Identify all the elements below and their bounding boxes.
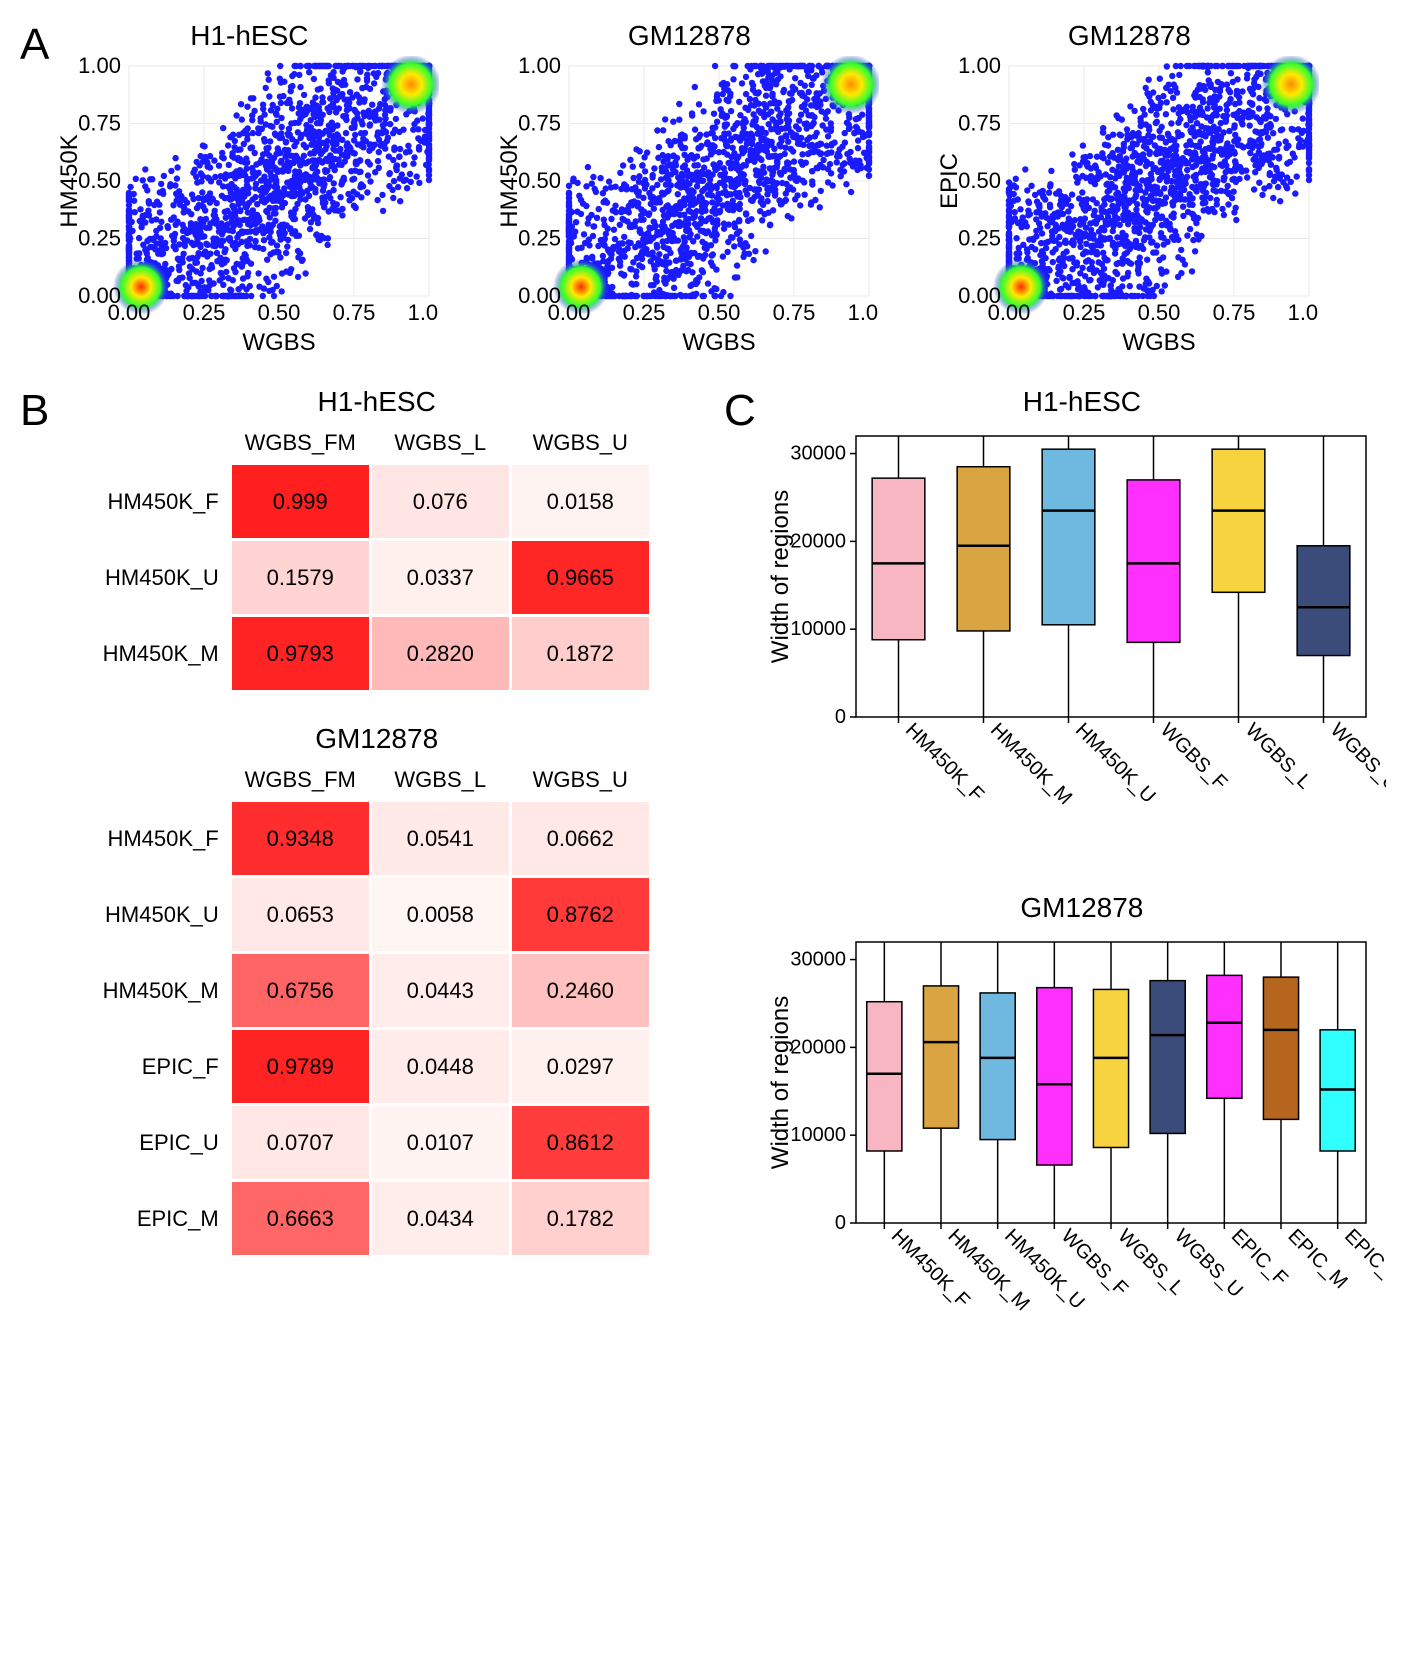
heatmap-cell: 0.0107 [370,1105,510,1181]
heatmap-cell: 0.0541 [370,801,510,877]
svg-text:0.50: 0.50 [79,168,122,193]
heatmap-col-header: WGBS_U [510,761,650,801]
heatmap-table: WGBS_FMWGBS_LWGBS_UHM450K_F0.93480.05410… [102,761,652,1258]
panel-bc-row: B H1-hESCWGBS_FMWGBS_LWGBS_UHM450K_F0.99… [20,386,1398,1398]
heatmap-cell: 0.0158 [510,464,650,540]
heatmap-row-header: EPIC_U [102,1105,231,1181]
heatmap-row-header: HM450K_U [102,540,231,616]
heatmap-cell: 0.6756 [230,953,370,1029]
heatmap-col-header: WGBS_L [370,761,510,801]
heatmap-cell: 0.0337 [370,540,510,616]
panel-c: C H1-hESC 0100002000030000Width of region… [724,386,1398,1398]
heatmap-title: H1-hESC [59,386,694,418]
panel-a: A H1-hESC 0.000.000.250.250.500.500.750.… [20,20,1398,356]
heatmap-cell: 0.0434 [370,1181,510,1257]
heatmap-title: GM12878 [59,723,694,755]
boxplot-svg: 0100002000030000Width of regionsHM450K_F… [766,928,1386,1353]
boxplot: H1-hESC 0100002000030000Width of regionsH… [766,386,1398,852]
heatmap-cell: 0.9789 [230,1029,370,1105]
scatter-svg: 0.000.000.250.250.500.500.750.751.001.00… [499,56,879,356]
heatmap-cell: 0.0443 [370,953,510,1029]
heatmap-row-header: EPIC_M [102,1181,231,1257]
heatmap-cell: 0.0448 [370,1029,510,1105]
heatmap-cell: 0.0058 [370,877,510,953]
panel-c-label: C [724,386,756,436]
scatter-plot: GM12878 0.000.000.250.250.500.500.750.75… [939,20,1319,356]
scatter-title: GM12878 [628,20,751,52]
heatmap-col-header: WGBS_U [510,424,650,464]
heatmap-table: WGBS_FMWGBS_LWGBS_U HM450K_F0.9990.0760.0… [102,424,652,693]
heatmap-cell: 0.1872 [510,616,650,692]
heatmap-cell: 0.1782 [510,1181,650,1257]
boxplot-svg: 0100002000030000Width of regionsHM450K_F… [766,422,1386,847]
svg-text:0.50: 0.50 [258,300,301,325]
boxplot: GM12878 0100002000030000Width of regionsH… [766,892,1398,1358]
heatmap-cell: 0.0297 [510,1029,650,1105]
heatmap-row-header: HM450K_F [102,801,231,877]
heatmap-cell: 0.9793 [230,616,370,692]
scatter-row: H1-hESC 0.000.000.250.250.500.500.750.75… [59,20,1398,356]
heatmap-cell: 0.0707 [230,1105,370,1181]
heatmap-cell: 0.9348 [230,801,370,877]
heatmap-cell: 0.999 [230,464,370,540]
svg-text:0.25: 0.25 [79,226,122,251]
heatmap-cell: 0.1579 [230,540,370,616]
svg-text:0.75: 0.75 [333,300,376,325]
svg-text:0.25: 0.25 [183,300,226,325]
svg-text:1.00: 1.00 [408,300,439,325]
boxplot-title: H1-hESC [766,386,1398,418]
heatmap-cell: 0.9665 [510,540,650,616]
svg-text:HM450K: HM450K [59,134,83,227]
svg-text:WGBS: WGBS [243,329,316,356]
heatmap-cell: 0.8612 [510,1105,650,1181]
heatmap-col-header: WGBS_FM [230,424,370,464]
heatmap-row-header: HM450K_F [102,464,231,540]
heatmap-row-header: HM450K_M [102,953,231,1029]
heatmap-row-header: EPIC_F [102,1029,231,1105]
heatmap-cell: 0.0653 [230,877,370,953]
heatmap: GM12878 WGBS_FMWGBS_LWGBS_U HM450K_F0.9348… [59,723,694,1258]
heatmap-col-header: WGBS_FM [230,761,370,801]
panel-b-label: B [20,386,49,436]
heatmap-cell: 0.076 [370,464,510,540]
heatmap-cell: 0.2820 [370,616,510,692]
scatter-title: GM12878 [1068,20,1191,52]
heatmap-cell: 0.0662 [510,801,650,877]
scatter-plot: GM12878 0.000.000.250.250.500.500.750.75… [499,20,879,356]
scatter-title: H1-hESC [190,20,308,52]
scatter-plot: H1-hESC 0.000.000.250.250.500.500.750.75… [59,20,439,356]
heatmap-cell: 0.6663 [230,1181,370,1257]
svg-text:1.00: 1.00 [79,56,122,78]
heatmap-row-header: HM450K_M [102,616,231,692]
heatmap: H1-hESCWGBS_FMWGBS_LWGBS_UHM450K_F0.9990… [59,386,694,693]
panel-a-label: A [20,20,49,70]
figure: A H1-hESC 0.000.000.250.250.500.500.750.… [20,20,1398,1398]
panel-b: B H1-hESCWGBS_FMWGBS_LWGBS_UHM450K_F0.99… [20,386,694,1288]
svg-text:0.75: 0.75 [79,111,122,136]
heatmap-cell: 0.2460 [510,953,650,1029]
heatmap-col-header: WGBS_L [370,424,510,464]
heatmap-row-header: HM450K_U [102,877,231,953]
scatter-svg: 0.000.000.250.250.500.500.750.751.001.00… [939,56,1319,356]
svg-text:0.00: 0.00 [79,283,122,308]
scatter-svg: 0.000.000.250.250.500.500.750.751.001.00… [59,56,439,356]
boxplot-title: GM12878 [766,892,1398,924]
heatmap-cell: 0.8762 [510,877,650,953]
